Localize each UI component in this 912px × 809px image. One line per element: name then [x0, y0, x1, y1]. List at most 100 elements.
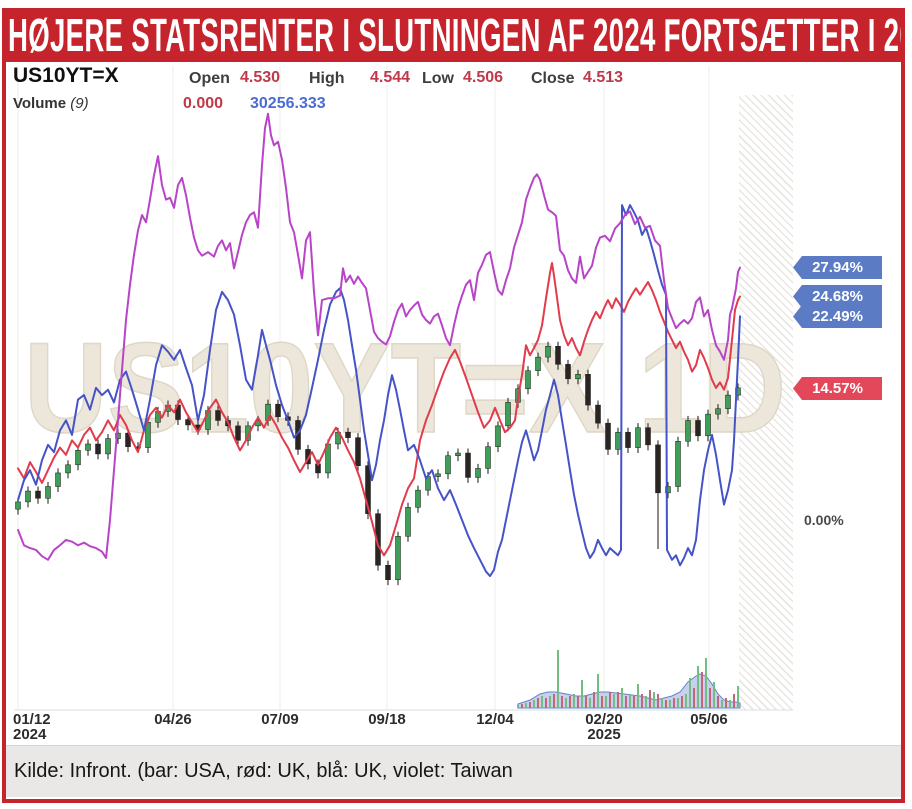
- candle-body: [165, 404, 171, 412]
- volume-bar: [677, 698, 679, 708]
- volume-blue-value: 30256.333: [250, 95, 326, 112]
- volume-bar: [521, 704, 523, 708]
- instrument-symbol: US10YT=X: [13, 64, 119, 87]
- candle-body: [385, 565, 391, 580]
- candle-body: [375, 513, 381, 566]
- future-hatch-region: [739, 95, 793, 710]
- candle-body: [35, 490, 41, 499]
- watermark-text: US10YT=X 1D: [24, 317, 786, 460]
- volume-bar: [581, 680, 583, 708]
- candle-body: [475, 468, 481, 478]
- candle-body: [275, 403, 281, 418]
- candle-body: [95, 443, 101, 455]
- candle-body: [515, 388, 521, 403]
- volume-bar: [685, 694, 687, 708]
- volume-bar: [705, 658, 707, 708]
- volume-bar: [669, 700, 671, 708]
- candle-body: [655, 444, 661, 494]
- candle-body: [345, 431, 351, 438]
- candle-body: [285, 416, 291, 421]
- candle-body: [305, 449, 311, 465]
- volume-bar: [545, 698, 547, 708]
- candle-body: [115, 432, 121, 439]
- candle-body: [425, 476, 431, 491]
- volume-bar: [537, 698, 539, 708]
- volume-bar: [561, 696, 563, 708]
- candle-body: [45, 486, 51, 499]
- series-line: [17, 204, 741, 578]
- candle-body: [215, 410, 221, 421]
- volume-bar: [709, 688, 711, 708]
- volume-bar: [609, 692, 611, 708]
- zero-pct-label: 0.00%: [804, 512, 844, 528]
- x-axis-tick-label: 02/20 2025: [585, 711, 623, 743]
- volume-bar: [529, 702, 531, 708]
- source-caption-bar: Kilde: Infront. (bar: USA, rød: UK, blå:…: [6, 745, 905, 797]
- candle-body: [75, 450, 81, 466]
- volume-bar: [657, 694, 659, 708]
- candle-body: [565, 364, 571, 380]
- candle-body: [615, 431, 621, 450]
- candle-body: [625, 431, 631, 448]
- candle-body: [185, 419, 191, 426]
- volume-bar: [701, 672, 703, 708]
- volume-bar: [649, 690, 651, 708]
- candle-body: [315, 463, 321, 474]
- candle-body: [685, 420, 691, 442]
- candle-body: [705, 413, 711, 437]
- x-axis-tick-label: 09/18: [368, 711, 406, 728]
- candle-body: [255, 420, 261, 427]
- series-line: [17, 112, 741, 561]
- candle-body: [225, 420, 231, 427]
- x-axis-tick-label: 07/09: [261, 711, 299, 728]
- candle-body: [405, 507, 411, 537]
- candle-body: [235, 425, 241, 441]
- volume-bar: [549, 696, 551, 708]
- candle-body: [155, 411, 161, 423]
- candle-body: [585, 374, 591, 406]
- volume-bar: [585, 696, 587, 708]
- candle-body: [135, 446, 141, 449]
- volume-bar: [645, 696, 647, 708]
- candle-body: [635, 427, 641, 448]
- candle-body: [205, 410, 211, 430]
- volume-word: Volume: [13, 95, 67, 112]
- candle-body: [505, 402, 511, 427]
- candle-body: [715, 408, 721, 415]
- candle-body: [145, 422, 151, 448]
- volume-bar: [733, 694, 735, 708]
- volume-bar: [569, 696, 571, 708]
- candle-body: [535, 356, 541, 371]
- candle-body: [445, 455, 451, 475]
- volume-bar: [541, 696, 543, 708]
- volume-bar: [713, 682, 715, 708]
- volume-param: (9): [70, 95, 89, 112]
- candle-body: [85, 443, 91, 451]
- volume-bar: [697, 666, 699, 708]
- volume-bar: [637, 684, 639, 708]
- open-label: Open: [189, 70, 230, 87]
- volume-bar: [633, 696, 635, 708]
- candle-body: [435, 473, 441, 477]
- candle-body: [605, 422, 611, 450]
- volume-bar: [525, 703, 527, 708]
- candle-body: [65, 464, 71, 474]
- candle-body: [395, 536, 401, 580]
- pct-change-badge: 22.49%: [793, 305, 882, 328]
- high-value: 4.544: [370, 69, 411, 86]
- candle-body: [335, 431, 341, 445]
- candle-body: [555, 345, 561, 365]
- candle-body: [245, 425, 251, 441]
- candle-body: [665, 486, 671, 494]
- high-label: High: [309, 70, 345, 87]
- close-label: Close: [531, 70, 575, 87]
- volume-bar: [565, 698, 567, 708]
- volume-bar: [665, 700, 667, 708]
- volume-bar: [653, 692, 655, 708]
- volume-bar: [601, 696, 603, 708]
- candle-body: [295, 420, 301, 450]
- candle-body: [195, 424, 201, 430]
- volume-bar: [553, 694, 555, 708]
- candle-body: [645, 427, 651, 446]
- open-value: 4.530: [240, 69, 281, 86]
